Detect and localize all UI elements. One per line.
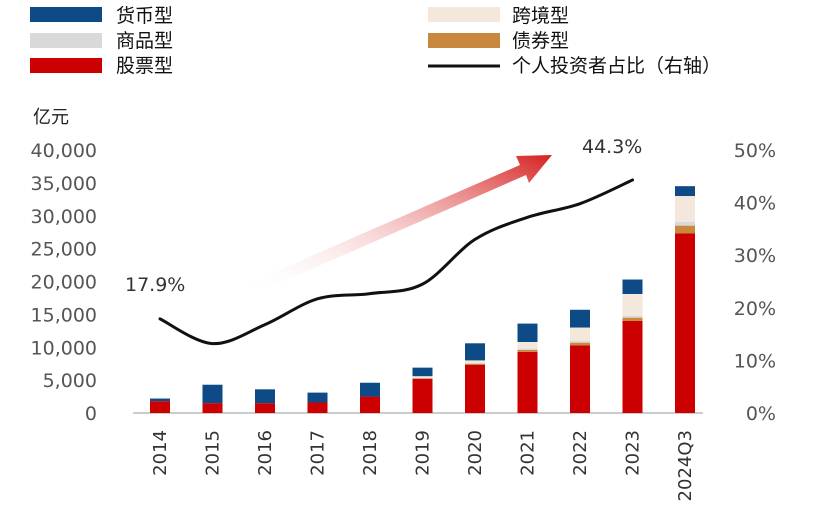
y-right-tick-label: 40% — [734, 193, 776, 215]
bar-segment — [570, 345, 590, 413]
bar-segment — [255, 403, 275, 413]
bar-segment — [675, 225, 695, 234]
legend-swatch-equity — [30, 58, 102, 73]
y-right-tick-label: 20% — [734, 298, 776, 320]
x-tick-label: 2016 — [255, 430, 276, 476]
y-right-tick-label: 30% — [734, 245, 776, 267]
legend-label-bond: 债券型 — [512, 30, 569, 52]
bar-segment — [360, 382, 380, 397]
bar-segment — [517, 349, 538, 352]
bar-segment — [412, 376, 433, 379]
bar-segment — [570, 309, 590, 328]
legend-label-line: 个人投资者占比（右轴） — [512, 55, 721, 77]
bar-segment — [465, 363, 485, 364]
legend: 货币型 商品型 股票型 跨境型 债券型 个人投资者占比（右轴） — [30, 5, 721, 77]
bar-segment — [622, 293, 643, 316]
bar-segment — [570, 327, 590, 341]
bar-segment — [307, 402, 328, 413]
y-left-tick-label: 0 — [85, 403, 97, 425]
x-tick-label: 2024Q3 — [675, 430, 696, 501]
bar-segment — [622, 320, 643, 413]
bar-segment — [675, 233, 695, 413]
bar-segment — [675, 196, 695, 222]
bar-segment — [412, 378, 433, 413]
trend-arrow — [247, 155, 552, 294]
investor-ratio-line — [158, 178, 634, 346]
bar-segment — [675, 186, 695, 197]
bar-segment — [150, 398, 170, 402]
bar-segment — [622, 315, 643, 318]
y-axis-right: 50% 40% 30% 20% 10% 0% — [734, 140, 776, 425]
legend-label-money: 货币型 — [116, 5, 173, 27]
legend-label-crossborder: 跨境型 — [512, 5, 569, 27]
x-tick-label: 2023 — [623, 430, 644, 476]
legend-swatch-commodity — [30, 33, 102, 48]
y-right-tick-label: 50% — [734, 140, 776, 162]
bar-segment — [307, 392, 328, 403]
x-tick-label: 2017 — [308, 430, 329, 476]
annotation-start: 17.9% — [125, 274, 185, 296]
bar-segment — [570, 342, 590, 346]
x-tick-label: 2021 — [518, 430, 539, 476]
bar-segment — [465, 365, 485, 413]
y-left-tick-label: 10,000 — [31, 337, 97, 359]
y-left-tick-label: 25,000 — [31, 239, 97, 261]
bar-segment — [517, 323, 538, 342]
bar-segment — [465, 343, 485, 361]
bar-segment — [465, 360, 485, 364]
bar-segment — [622, 279, 643, 294]
y-left-tick-label: 20,000 — [31, 272, 97, 294]
bar-segment — [360, 396, 380, 413]
bar-segment — [412, 367, 433, 377]
bar-segment — [517, 351, 538, 413]
y-right-tick-label: 10% — [734, 350, 776, 372]
legend-swatch-money — [30, 7, 102, 22]
y-left-tick-label: 35,000 — [31, 173, 97, 195]
y-axis-unit: 亿元 — [33, 107, 69, 128]
bar-segment — [622, 317, 643, 321]
x-tick-label: 2020 — [465, 430, 486, 476]
bar-segment — [202, 403, 223, 413]
bar-segment — [570, 340, 590, 343]
legend-label-commodity: 商品型 — [116, 30, 173, 52]
x-tick-label: 2019 — [413, 430, 434, 476]
x-tick-label: 2015 — [203, 430, 224, 476]
annotation-end: 44.3% — [582, 136, 642, 158]
bar-segment — [517, 341, 538, 349]
bar-segment — [465, 363, 485, 366]
x-tick-label: 2014 — [150, 430, 171, 476]
y-left-tick-label: 15,000 — [31, 304, 97, 326]
bar-segment — [675, 221, 695, 226]
x-tick-label: 2018 — [360, 430, 381, 476]
y-left-tick-label: 30,000 — [31, 206, 97, 228]
bar-segment — [150, 401, 170, 413]
bar-segment — [255, 389, 275, 404]
y-right-tick-label: 0% — [746, 403, 776, 425]
legend-swatch-crossborder — [428, 7, 500, 22]
x-axis: 2014 2015 2016 2017 2018 2019 2020 2021 2022 2023… — [150, 430, 696, 501]
bar-segment — [517, 348, 538, 350]
bar-segment — [412, 378, 433, 379]
bar-series — [150, 186, 695, 413]
legend-label-equity: 股票型 — [116, 55, 173, 77]
y-axis-left: 40,000 35,000 30,000 25,000 20,000 15,000 10,0… — [31, 140, 97, 425]
x-tick-label: 2022 — [570, 430, 591, 476]
y-left-tick-label: 40,000 — [31, 140, 97, 162]
legend-swatch-bond — [428, 33, 500, 48]
bar-segment — [202, 384, 223, 404]
y-left-tick-label: 5,000 — [43, 370, 97, 392]
